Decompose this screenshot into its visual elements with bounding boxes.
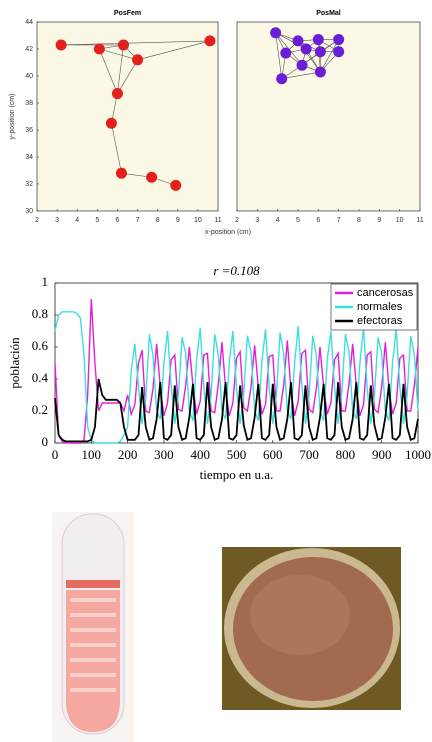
point [117,39,129,51]
point [276,73,288,85]
edge [320,39,339,73]
plot-area [236,21,421,212]
legend-label: efectoras [357,315,403,327]
edge [137,40,211,61]
legend-label: cancerosas [357,287,414,299]
point [312,34,324,46]
point [296,59,308,71]
point [115,167,127,179]
point [333,34,345,46]
x-axis-label: x-position (cm) [205,229,251,236]
edge [117,59,138,94]
y-tick-label: 32 [25,181,33,188]
y-tick-label: 42 [25,46,33,53]
legend-label: normales [357,301,403,313]
point [314,66,326,78]
point [170,179,182,191]
x-tick-label: 2 [235,217,239,224]
y-tick-label: 30 [25,208,33,215]
point [55,39,67,51]
x-tick-label: 0 [52,447,59,462]
point [93,43,105,55]
y-tick-label: 40 [25,73,33,80]
chart-title: PosMal [316,10,341,17]
x-tick-label: 7 [136,217,140,224]
y-tick-label: 36 [25,127,33,134]
y-tick-label: 0 [42,434,49,449]
x-tick-label: 300 [154,447,174,462]
y-tick-label: 44 [25,19,33,26]
x-tick-label: 3 [255,217,259,224]
point [314,46,326,58]
x-tick-label: 900 [372,447,392,462]
point [111,88,123,100]
plot-area [36,21,219,212]
x-tick-label: 4 [276,217,280,224]
edge [111,123,122,174]
x-tick-label: 5 [95,217,99,224]
y-tick-label: 0.8 [32,306,48,321]
point [146,171,158,183]
x-tick-label: 800 [336,447,356,462]
x-tick-label: 8 [156,217,160,224]
y-tick-label: 1 [42,274,49,289]
x-tick-label: 6 [316,217,320,224]
x-tick-label: 600 [263,447,283,462]
edge [61,40,210,46]
chart-title: r =0.108 [213,263,260,278]
x-tick-label: 3 [55,217,59,224]
x-tick-label: 10 [194,217,202,224]
x-tick-label: 2 [35,217,39,224]
x-axis-label: tiempo en u.a. [200,467,274,482]
series-line [54,378,419,443]
x-tick-label: 8 [357,217,361,224]
x-tick-label: 700 [299,447,319,462]
y-tick-label: 0.2 [32,402,48,417]
y-tick-label: 38 [25,100,33,107]
x-tick-label: 11 [214,217,221,224]
x-tick-label: 9 [176,217,180,224]
y-tick-label: 0.4 [32,370,49,385]
x-tick-label: 11 [416,217,423,224]
point [300,43,312,55]
x-tick-label: 400 [190,447,210,462]
x-tick-label: 6 [115,217,119,224]
y-axis-label: población [7,337,22,389]
edge [117,44,124,94]
y-axis-label: y-position (cm) [9,94,16,140]
edge [275,32,307,50]
x-tick-label: 10 [396,217,404,224]
x-tick-label: 9 [377,217,381,224]
point [204,35,216,47]
x-tick-label: 100 [82,447,102,462]
edge [275,32,283,79]
y-tick-label: 0.6 [32,338,49,353]
x-tick-label: 200 [118,447,138,462]
y-tick-label: 34 [25,154,33,161]
x-tick-label: 5 [296,217,300,224]
point [333,46,345,58]
point [132,54,144,66]
x-tick-label: 4 [75,217,79,224]
petri-dish-photo [222,547,401,710]
x-tick-label: 7 [337,217,341,224]
chart-title: PosFem [114,10,141,17]
edge [99,48,118,94]
edge [281,71,321,79]
point [270,27,282,39]
point [105,117,117,129]
x-tick-label: 500 [227,447,247,462]
test-tube-photo [52,512,134,742]
point [292,35,304,47]
point [280,47,292,59]
edge [99,48,138,61]
x-tick-label: 1000 [405,447,431,462]
